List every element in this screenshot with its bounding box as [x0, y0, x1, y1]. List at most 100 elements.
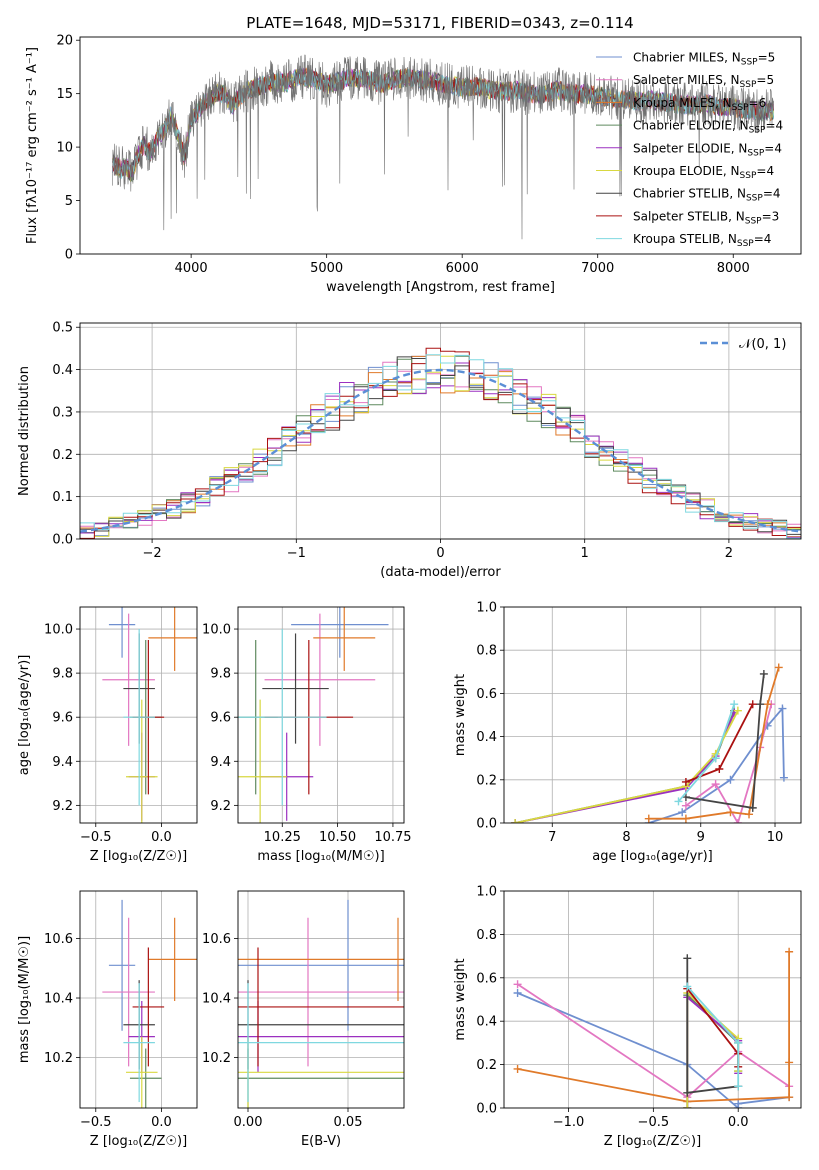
y-axis-label: Normed distribution	[17, 366, 32, 496]
legend-value: =4	[764, 141, 782, 155]
spectrum-observed-line	[112, 54, 774, 240]
mass-weight-marker	[683, 982, 692, 991]
x-tick-label: 0.0	[728, 1115, 749, 1130]
y-axis-label: mass weight	[453, 674, 468, 756]
plot-area	[112, 54, 774, 240]
y-tick-label: 0.2	[476, 1058, 497, 1073]
legend-value: =3	[762, 209, 780, 223]
axes-frame	[79, 606, 198, 824]
mass-weight-marker	[513, 1064, 522, 1073]
mass-weight-line	[648, 706, 785, 823]
mass-weight-line	[514, 712, 736, 823]
mass-weight-marker	[748, 700, 757, 709]
residual-histogram	[80, 354, 801, 539]
y-tick-label: 9.2	[52, 799, 73, 814]
plot-area	[80, 891, 197, 1108]
y-tick-label: 9.8	[210, 667, 231, 682]
mass-weight-marker	[715, 765, 724, 773]
y-axis-label: mass [log₁₀(M/M☉)]	[17, 936, 32, 1063]
legend-value: =5	[756, 73, 774, 87]
x-tick-label: −0.5	[80, 1115, 112, 1130]
mass-weight-marker	[734, 1038, 743, 1047]
y-tick-label: 0.6	[476, 687, 497, 702]
mass-weight-line	[685, 673, 765, 809]
mass-weight-marker	[644, 814, 653, 823]
plot-area	[238, 607, 404, 823]
x-tick-label: −0.5	[80, 830, 112, 845]
mass-weight-marker	[733, 706, 742, 715]
x-tick-label: 2	[725, 546, 733, 561]
axes-frame	[79, 36, 802, 255]
x-tick-label: 10.25	[264, 830, 301, 845]
x-tick-label: 5000	[310, 261, 343, 276]
y-tick-label: 0	[65, 248, 73, 263]
mass-weight-marker	[681, 814, 690, 823]
mass-weight-marker	[730, 700, 739, 709]
figure-title: PLATE=1648, MJD=53171, FIBERID=0343, z=0…	[246, 14, 633, 32]
y-tick-label: 9.6	[52, 711, 73, 726]
plot-area	[238, 891, 404, 1108]
legend-subscript: SSP	[749, 126, 766, 136]
y-tick-label: 9.6	[210, 711, 231, 726]
legend-subscript: SSP	[732, 103, 749, 113]
y-tick-label: 0.4	[476, 1015, 497, 1030]
mass-weight-marker	[511, 819, 520, 823]
spectrum-model-line	[112, 68, 774, 182]
y-tick-label: 0.0	[476, 1102, 497, 1117]
y-tick-label: 0.2	[52, 448, 73, 463]
legend-value: =4	[754, 232, 772, 246]
mass-weight-line	[514, 710, 739, 823]
mass-weight-line	[685, 703, 773, 823]
x-tick-label: 10.50	[319, 830, 356, 845]
plot-area	[504, 607, 801, 823]
y-tick-label: 9.4	[210, 755, 231, 770]
x-tick-label: 7	[548, 830, 556, 845]
legend-entry: 𝒩(0, 1)	[739, 337, 786, 352]
x-tick-label: 8000	[717, 261, 750, 276]
x-axis-label: age [log₁₀(age/yr)]	[592, 849, 713, 864]
x-axis-label: Z [log₁₀(Z/Z☉)]	[90, 849, 187, 864]
age_vs_mass-panel: 10.25 10.50 10.75 9.2 9.4 9.6 9.8 10.0 mass [log…	[202, 606, 412, 864]
normal-curve	[80, 368, 799, 533]
y-tick-label: 0.8	[476, 928, 497, 943]
y-tick-label: 0.6	[476, 971, 497, 986]
mass-weight-marker	[759, 669, 768, 678]
y-tick-label: 9.2	[210, 799, 231, 814]
y-tick-label: 0.0	[52, 533, 73, 548]
y-tick-label: 1.0	[476, 601, 497, 616]
y-tick-label: 20	[56, 34, 73, 49]
residuals-panel: −2 −1 0 1 2 0.0 0.1 0.2 0.3 0.4 0.5 (data-model)/er…	[17, 321, 802, 580]
mass-weight-marker	[785, 947, 794, 956]
plot-area	[80, 323, 801, 539]
mass-weight-line	[517, 983, 790, 1099]
legend-subscript: SSP	[740, 171, 757, 181]
mass-weight-marker	[778, 704, 787, 713]
y-axis-label: age [log₁₀(age/yr)]	[17, 655, 32, 776]
y-axis-label: mass weight	[453, 958, 468, 1040]
mass-weight-marker	[683, 1104, 692, 1108]
legend-value: =4	[756, 164, 774, 178]
legend-entry: Chabrier ELODIE, NSSP=4	[633, 119, 783, 136]
mass_vs_ebv-panel: 0.00 0.05 10.2 10.4 10.6 E(B-V)	[202, 890, 405, 1149]
legend-subscript: SSP	[741, 58, 758, 68]
x-tick-label: 0.05	[334, 1115, 363, 1130]
y-tick-label: 0.5	[52, 321, 73, 336]
y-tick-label: 0.4	[52, 363, 73, 378]
y-tick-label: 10.0	[44, 623, 73, 638]
mass-weight-marker	[681, 777, 690, 786]
y-tick-label: 5	[65, 194, 73, 209]
x-axis-label: E(B-V)	[301, 1134, 341, 1149]
mass-weight-marker	[748, 803, 757, 812]
mass-weight-marker	[733, 819, 742, 823]
axes-frame	[237, 606, 405, 824]
mass-weight-line	[514, 710, 736, 823]
spectrum-model-line	[112, 68, 774, 178]
x-tick-label: 4000	[175, 261, 208, 276]
x-tick-label: 1	[581, 546, 589, 561]
x-tick-label: −1	[287, 546, 306, 561]
mass-weight-marker	[734, 1082, 743, 1091]
legend-subscript: SSP	[746, 194, 763, 204]
y-tick-label: 9.4	[52, 755, 73, 770]
mass-weight-line	[648, 667, 780, 820]
